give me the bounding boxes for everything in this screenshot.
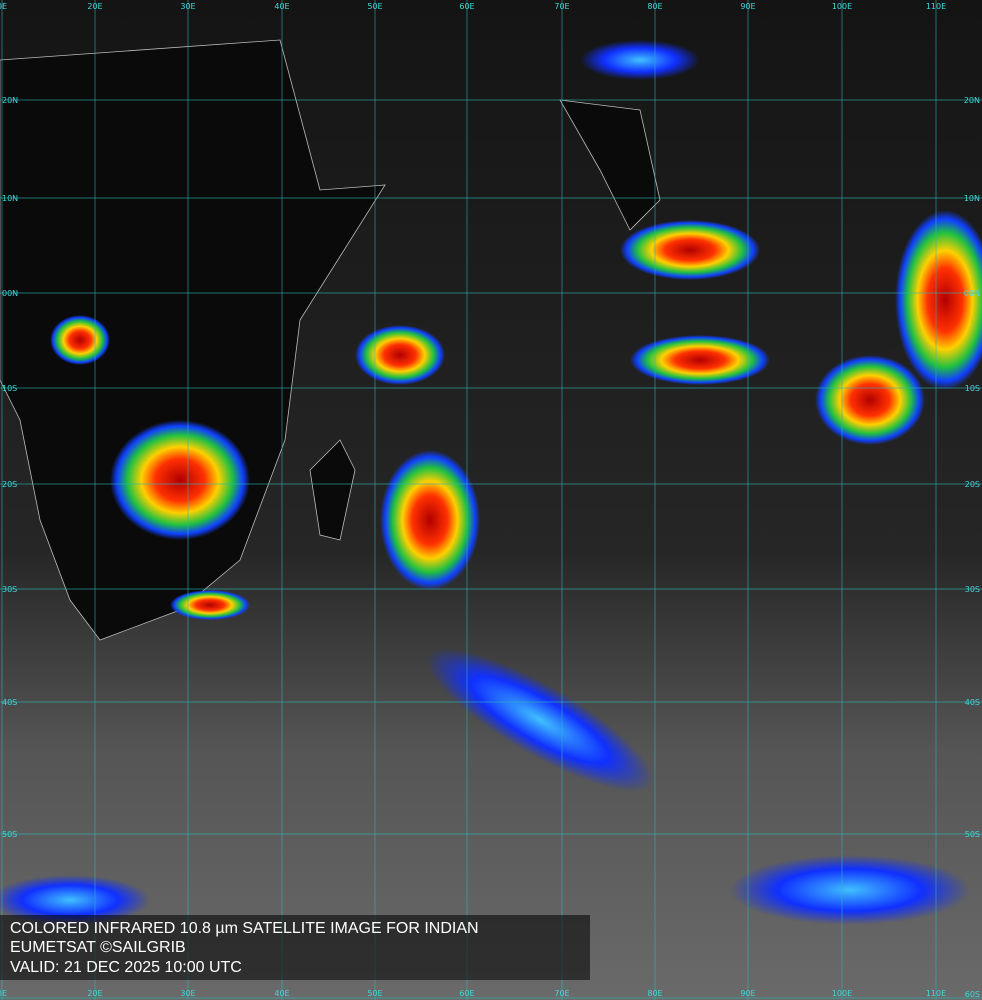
longitude-label: 60E: [459, 2, 474, 11]
latitude-label: 10N: [964, 194, 980, 203]
longitude-label: 40E: [274, 989, 289, 998]
caption-line: EUMETSAT ©SAILGRIB: [10, 939, 186, 956]
longitude-label: 110E: [926, 2, 946, 11]
latitude-label: 10S: [2, 384, 17, 393]
longitude-label: 60E: [459, 989, 474, 998]
longitude-label: 50E: [367, 2, 382, 11]
longitude-label: 80E: [647, 989, 662, 998]
latitude-label: 00N: [964, 289, 980, 298]
caption-line: COLORED INFRARED 10.8 µm SATELLITE IMAGE…: [10, 920, 479, 937]
longitude-label: 70E: [554, 989, 569, 998]
longitude-label: 0E: [0, 989, 7, 998]
longitude-label: 100E: [832, 989, 852, 998]
latitude-label: 10S: [965, 384, 980, 393]
latitude-label: 40S: [965, 698, 980, 707]
longitude-label: 20E: [87, 989, 102, 998]
latitude-label: 00N: [2, 289, 18, 298]
cloud-systems: [0, 40, 982, 925]
longitude-label: 0E: [0, 2, 7, 11]
longitude-label: 90E: [740, 989, 755, 998]
longitude-label: 50E: [367, 989, 382, 998]
longitude-label: 40E: [274, 2, 289, 11]
latitude-label: 10N: [2, 194, 18, 203]
longitude-label: 30E: [180, 2, 195, 11]
latitude-label: 20N: [2, 96, 18, 105]
latitude-label: 40S: [2, 698, 17, 707]
longitude-label: 100E: [832, 2, 852, 11]
latitude-label: 50S: [965, 830, 980, 839]
latitude-label: 20S: [2, 480, 17, 489]
latitude-label: 30S: [2, 585, 17, 594]
latitude-label: 20S: [965, 480, 980, 489]
longitude-label: 80E: [647, 2, 662, 11]
latitude-label: 20N: [964, 96, 980, 105]
longitude-label: 90E: [740, 2, 755, 11]
longitude-label: 30E: [180, 989, 195, 998]
caption-line: VALID: 21 DEC 2025 10:00 UTC: [10, 959, 242, 976]
caption-box: [0, 915, 590, 980]
longitude-label: 20E: [87, 2, 102, 11]
latitude-label: 50S: [2, 830, 17, 839]
latitude-label: 30S: [965, 585, 980, 594]
land: [0, 39, 661, 641]
longitude-label: 110E: [926, 989, 946, 998]
longitude-label: 70E: [554, 2, 569, 11]
latitude-label: 60S: [965, 990, 980, 999]
